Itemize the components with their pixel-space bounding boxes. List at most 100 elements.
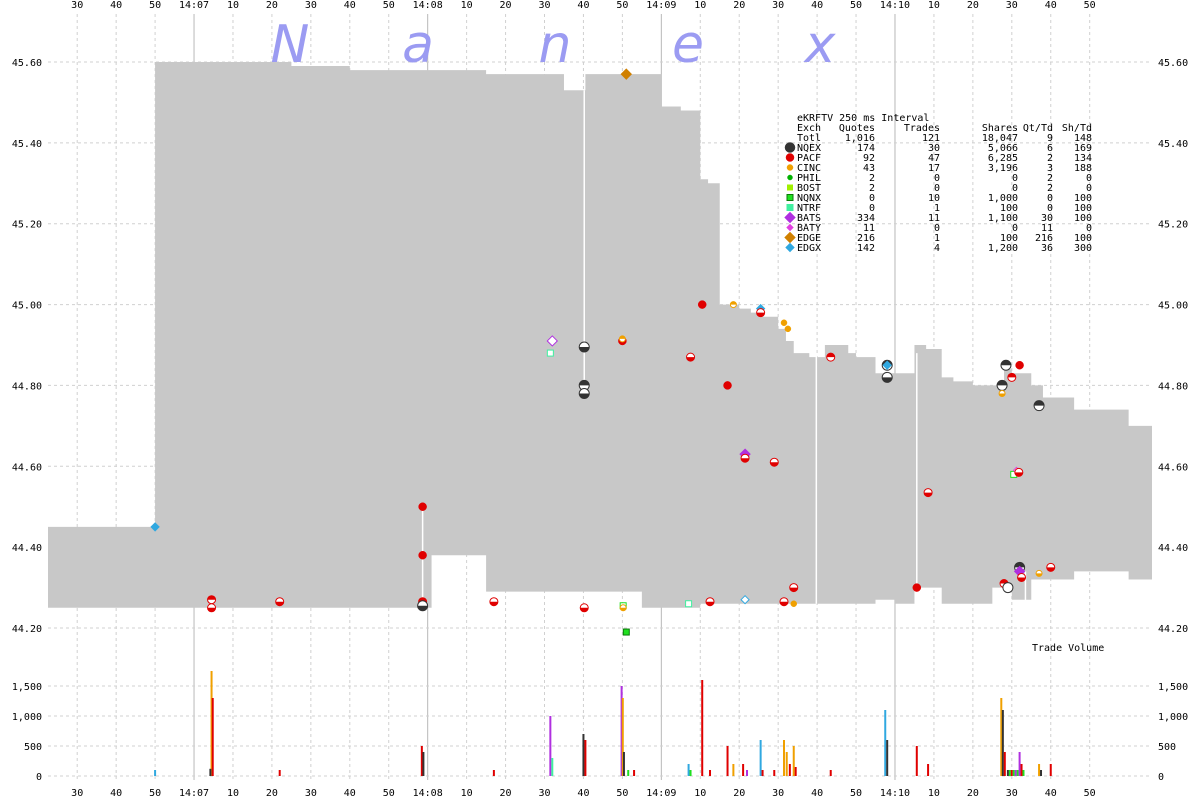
quote-marker-nqex	[578, 379, 590, 391]
quote-marker-nqex	[578, 388, 590, 400]
legend-swatch-nqex	[784, 142, 796, 153]
x-tick-label-top: 40	[1045, 0, 1057, 11]
quote-marker-pacf	[923, 488, 933, 498]
legend-swatch-edge	[784, 231, 796, 244]
volume-bar	[785, 752, 788, 776]
legend-row-phil-trades: 0	[934, 173, 940, 184]
volume-bar	[209, 768, 212, 776]
price-tick-label-right: 44.80	[1158, 381, 1188, 392]
legend-swatch-cinc	[786, 164, 794, 171]
legend-row-pacf-qt-td: 2	[1047, 153, 1053, 164]
x-tick-label-bottom: 50	[850, 788, 862, 799]
quote-marker-edgx	[740, 594, 750, 605]
x-tick-label-top: 20	[733, 0, 745, 11]
volume-tick-label-right: 1,000	[1158, 712, 1188, 723]
legend-row-bost-quotes: 2	[869, 183, 875, 194]
volume-bar	[627, 770, 630, 776]
legend-row-ntrf-qt-td: 0	[1047, 203, 1053, 214]
legend-row-bost-shares: 0	[1012, 183, 1018, 194]
x-tick-label-top: 30	[772, 0, 784, 11]
legend-row-ntrf-quotes: 0	[869, 203, 875, 214]
quote-marker-pacf	[723, 381, 732, 390]
volume-bar	[584, 740, 587, 776]
quote-marker-pacf	[779, 597, 789, 607]
quote-marker-pacf	[789, 583, 799, 593]
legend-row-edgx-qt-td: 36	[1041, 243, 1053, 254]
x-tick-label-bottom: 10	[461, 788, 473, 799]
volume-bar	[783, 740, 785, 776]
price-tick-label-left: 45.40	[12, 139, 42, 150]
volume-bar	[1001, 710, 1004, 776]
x-tick-label-bottom: 40	[110, 788, 122, 799]
quote-markers	[150, 68, 1056, 636]
x-tick-label-bottom: 50	[149, 788, 161, 799]
volume-bar	[742, 764, 745, 776]
x-tick-label-bottom: 14:09	[646, 788, 676, 799]
legend-swatch-bost	[787, 184, 793, 191]
legend-row-nqex-qt-td: 6	[1047, 143, 1053, 154]
legend-row-edge-sh-td: 100	[1074, 233, 1092, 244]
legend-row-edgx-shares: 1,200	[988, 243, 1018, 254]
watermark-letter: n	[539, 15, 572, 75]
x-tick-label-top: 10	[694, 0, 706, 11]
legend-row-pacf-exch: PACF	[797, 153, 821, 164]
quote-marker-nqex	[1002, 582, 1014, 594]
legend-total-exch: Totl	[797, 133, 821, 144]
quote-marker-cinc	[998, 390, 1006, 398]
x-tick-label-bottom: 14:07	[179, 788, 209, 799]
axes: 30304040505014:0714:07101020203030404050…	[12, 0, 1188, 799]
legend-row-cinc-exch: CINC	[797, 163, 821, 174]
legend-row-bats-qt-td: 30	[1041, 213, 1053, 224]
volume-bar	[210, 671, 213, 776]
volume-bar	[915, 746, 918, 776]
volume-tick-label-right: 1,500	[1158, 682, 1188, 693]
legend-row-nqnx-sh-td: 100	[1074, 193, 1092, 204]
volume-bar	[1012, 770, 1015, 776]
volume-bar	[1003, 752, 1006, 776]
legend-row-bats-sh-td: 100	[1074, 213, 1092, 224]
quote-marker-pacf	[697, 300, 707, 309]
x-tick-label-bottom: 30	[71, 788, 83, 799]
price-tick-label-right: 45.00	[1158, 301, 1188, 312]
legend-total-quotes: 1,016	[845, 133, 875, 144]
volume-bar	[746, 770, 749, 776]
volume-bar	[1022, 770, 1025, 776]
volume-bar	[886, 740, 889, 776]
volume-bar	[620, 686, 623, 776]
legend-row-ntrf-sh-td: 100	[1074, 203, 1092, 214]
legend-total-trades: 121	[922, 133, 940, 144]
legend-row-edgx-trades: 4	[934, 243, 940, 254]
volume-bar	[633, 770, 636, 776]
legend-row-nqex-quotes: 174	[857, 143, 875, 154]
volume-bar	[709, 770, 712, 776]
legend-row-ntrf-exch: NTRF	[797, 203, 821, 214]
volume-bar	[884, 710, 887, 776]
x-tick-label-top: 10	[227, 0, 239, 11]
x-tick-label-top: 20	[266, 0, 278, 11]
x-tick-label-top: 40	[344, 0, 356, 11]
legend-row-bats-quotes: 334	[857, 213, 875, 224]
x-tick-label-bottom: 14:10	[880, 788, 910, 799]
volume-bar	[1016, 770, 1019, 776]
quote-marker-edge	[620, 68, 632, 80]
quote-marker-pacf	[1014, 467, 1024, 477]
x-tick-label-top: 50	[616, 0, 628, 11]
x-tick-label-bottom: 20	[967, 788, 979, 799]
legend-row-bats-shares: 1,100	[988, 213, 1018, 224]
x-tick-label-top: 30	[1006, 0, 1018, 11]
legend-row-edge-exch: EDGE	[797, 233, 821, 244]
price-tick-label-right: 45.60	[1158, 58, 1188, 69]
legend-row-ntrf-shares: 100	[1000, 203, 1018, 214]
legend-row-cinc-trades: 17	[928, 163, 940, 174]
quote-marker-pacf	[418, 502, 427, 511]
x-tick-label-top: 30	[71, 0, 83, 11]
legend-col-header: Trades	[904, 123, 940, 134]
legend-row-cinc-quotes: 43	[863, 163, 875, 174]
legend-row-nqex-shares: 5,066	[988, 143, 1018, 154]
volume-bar	[278, 770, 281, 776]
x-tick-label-top: 40	[110, 0, 122, 11]
price-tick-label-left: 45.60	[12, 58, 42, 69]
volume-bar	[687, 764, 690, 776]
quote-marker-cinc	[618, 335, 626, 343]
